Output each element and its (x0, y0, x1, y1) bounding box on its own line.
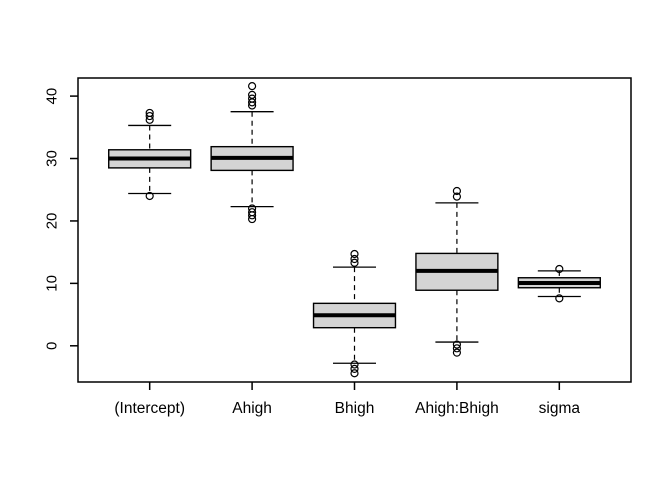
outlier-point (452, 192, 462, 201)
outlier-point (247, 214, 257, 224)
outlier-point (350, 360, 359, 369)
outlier-point (452, 340, 462, 349)
outlier-point (145, 108, 154, 118)
outlier-point (145, 191, 154, 201)
outlier-point (452, 348, 462, 357)
outlier-point (145, 111, 154, 121)
x-axis-category-label: (Intercept) (114, 400, 185, 417)
y-axis-tick-label: 10 (44, 275, 61, 292)
x-axis-category-label: Ahigh (232, 400, 272, 417)
outlier-point (350, 258, 359, 267)
y-axis-tick-label: 40 (44, 88, 61, 105)
outlier-point (555, 294, 564, 303)
outlier-point (247, 82, 257, 91)
outlier-point (555, 264, 564, 274)
y-axis-tick-label: 0 (44, 342, 61, 350)
outlier-point (350, 369, 359, 378)
y-axis-tick-label: 30 (44, 150, 61, 167)
outlier-point (247, 211, 257, 220)
outlier-point (350, 364, 359, 373)
x-axis-category-label: sigma (539, 400, 581, 417)
outlier-point (350, 249, 359, 259)
x-axis-category-label: Ahigh:Bhigh (415, 400, 499, 417)
outlier-point (247, 94, 257, 103)
outlier-point (247, 90, 257, 99)
outlier-point (452, 344, 462, 353)
x-axis-category-label: Bhigh (335, 400, 375, 417)
y-axis-tick-label: 20 (44, 213, 61, 230)
outlier-point (350, 254, 359, 264)
outlier-point (452, 186, 462, 196)
